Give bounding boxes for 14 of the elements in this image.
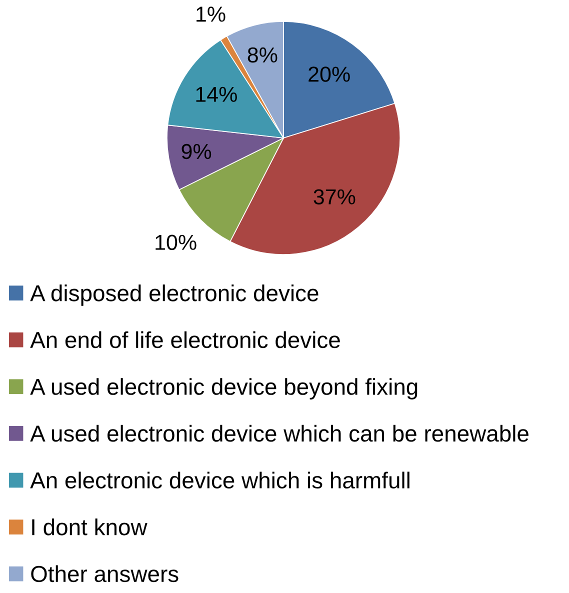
legend-label: An electronic device which is harmfull	[30, 472, 410, 489]
data-label: 10%	[156, 234, 196, 250]
data-label: 8%	[248, 47, 278, 63]
data-label: 1%	[196, 6, 226, 22]
data-label: 20%	[308, 66, 350, 82]
data-label: 14%	[196, 86, 237, 102]
legend-label: Other answers	[31, 565, 178, 582]
legend-label: A used electronic device which can be renewable	[30, 424, 528, 442]
legend-label: A disposed electronic device	[30, 284, 318, 306]
legend-label: An end of life electronic device	[30, 331, 340, 348]
legend-label: A used electronic device beyond fixing	[30, 378, 418, 400]
data-label: 37%	[314, 189, 356, 204]
data-label: 9%	[182, 144, 212, 160]
legend-label: I dont know	[32, 518, 148, 536]
